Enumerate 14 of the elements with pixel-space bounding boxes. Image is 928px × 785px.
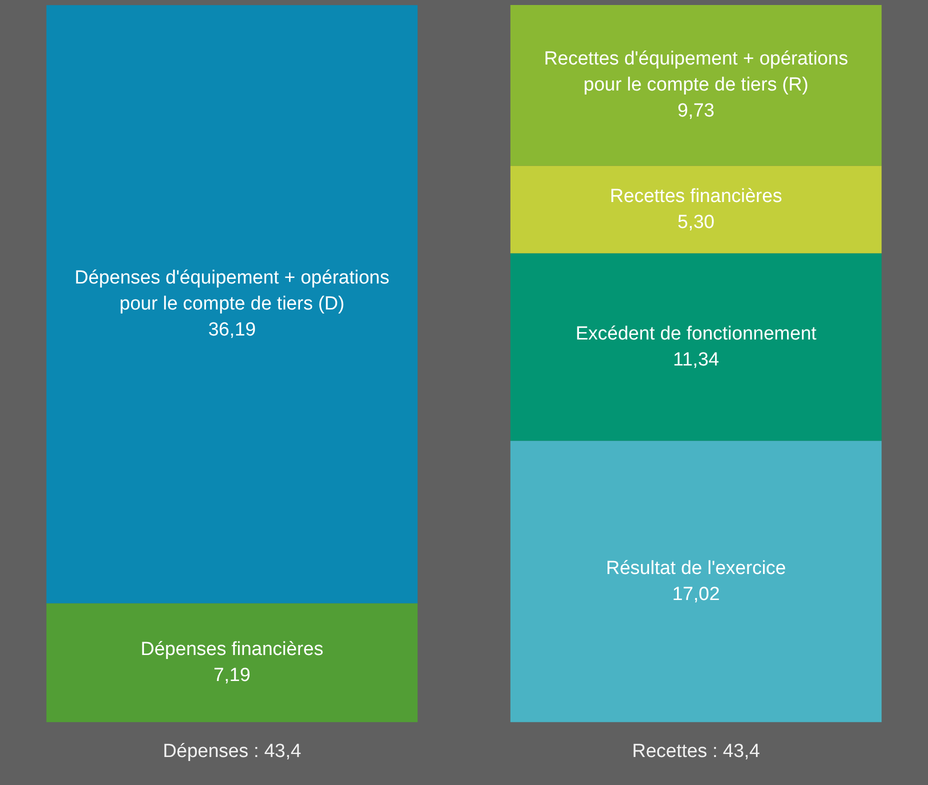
series-label: Dépenses financières — [140, 639, 324, 660]
data-label: 11,34 — [672, 349, 720, 370]
series-label: Résultat de l'exercice — [606, 558, 786, 579]
series-label: Recettes financières — [610, 186, 782, 207]
data-label: 36,19 — [208, 319, 256, 340]
series-label: Recettes d'équipement + opérations pour le compte de tiers (R) — [544, 48, 848, 96]
data-label: 9,73 — [678, 100, 714, 122]
x-tick-label: Dépenses : 43,4 — [162, 740, 302, 762]
series-label: Dépenses d'équipement + opérations pour le compte de tiers (D) — [74, 267, 390, 314]
series-label: Excédent de fonctionnement — [576, 323, 818, 344]
data-label: 5,30 — [678, 212, 714, 233]
data-label: 7,19 — [214, 665, 250, 686]
x-tick-label: Recettes : 43,4 — [632, 740, 760, 762]
data-label: 17,02 — [672, 584, 720, 605]
